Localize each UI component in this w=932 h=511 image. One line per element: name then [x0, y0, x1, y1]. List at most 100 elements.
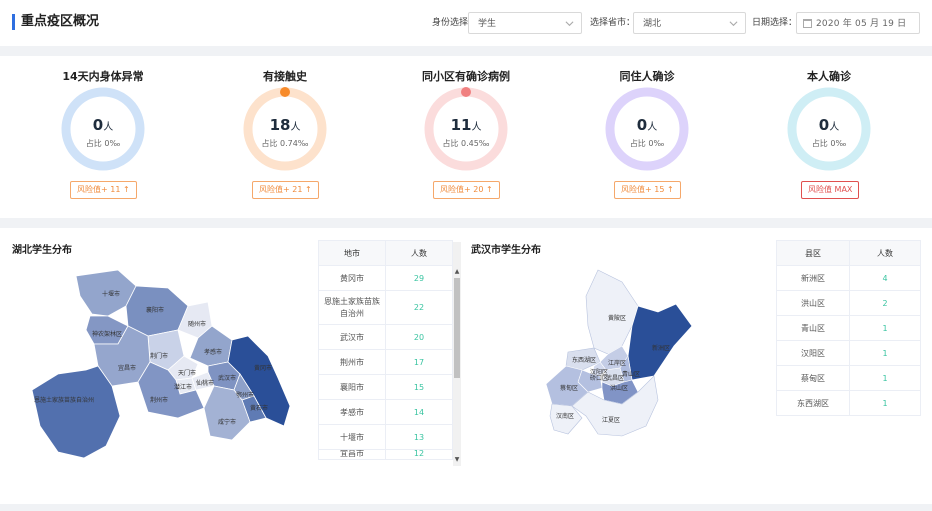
stat-card: 同小区有确诊病例 11人 占比 0.45‰ 风险值+ 20 ↑ [386, 66, 546, 211]
row-name: 襄阳市 [318, 374, 386, 400]
hubei-title: 湖北学生分布 [12, 245, 72, 256]
title-accent-bar [12, 14, 15, 30]
table-row[interactable]: 襄阳市 15 [318, 374, 453, 400]
scrollbar-thumb[interactable] [454, 278, 460, 378]
province-select[interactable]: 湖北 [633, 12, 746, 34]
scroll-up-icon[interactable]: ▲ [454, 268, 460, 275]
row-count: 13 [385, 424, 453, 450]
row-count: 1 [849, 340, 921, 366]
row-count: 20 [385, 324, 453, 350]
row-count: 1 [849, 365, 921, 391]
row-name: 黄冈市 [318, 265, 386, 291]
page-title: 重点疫区概况 [21, 14, 100, 29]
date-picker[interactable]: 2020 年 05 月 19 日 [796, 12, 920, 34]
table-row[interactable]: 新洲区 4 [776, 265, 921, 291]
row-name: 新洲区 [776, 265, 850, 291]
row-name: 东西湖区 [776, 390, 850, 416]
map-label: 咸宁市 [218, 418, 236, 426]
risk-badge: 风险值+ 15 ↑ [614, 181, 681, 199]
table-row[interactable]: 宜昌市 12 [318, 449, 453, 460]
row-count: 1 [849, 315, 921, 341]
table-row[interactable]: 孝感市 14 [318, 399, 453, 425]
stat-count-number: 11 [450, 116, 472, 134]
row-name: 洪山区 [776, 290, 850, 316]
table-row[interactable]: 恩施土家族苗族自治州 22 [318, 290, 453, 325]
map-label: 黄陂区 [608, 314, 626, 322]
map-label: 潜江市 [174, 383, 192, 391]
map-label: 荆州市 [150, 396, 168, 404]
table-header-row: 地市 人数 [318, 240, 453, 266]
date-label: 日期选择： [752, 18, 798, 28]
map-region-dongxihu[interactable] [565, 347, 601, 371]
map-region-qiaokou[interactable] [591, 361, 607, 377]
stat-ring [787, 87, 871, 171]
map-label: 宜昌市 [118, 364, 136, 372]
table-scrollbar[interactable]: ▲ ▼ [453, 242, 461, 466]
row-count: 29 [385, 265, 453, 291]
province-value: 湖北 [643, 19, 662, 29]
row-name: 蔡甸区 [776, 365, 850, 391]
map-region-jingzhou[interactable] [137, 361, 205, 419]
table-row[interactable]: 东西湖区 1 [776, 390, 921, 416]
map-label: 新洲区 [652, 344, 670, 352]
table-row[interactable]: 洪山区 2 [776, 290, 921, 316]
map-region-xianning[interactable] [203, 385, 251, 441]
scroll-down-icon[interactable]: ▼ [454, 456, 460, 463]
row-name: 恩施土家族苗族自治州 [318, 290, 386, 325]
map-label: 汉阳区 [590, 368, 608, 376]
table-row[interactable]: 武汉市 20 [318, 324, 453, 350]
table-row[interactable]: 汉阳区 1 [776, 340, 921, 366]
wuhan-map: 黄陂区 新洲区 东西湖区 江岸区 汉阳区 硚口区 武昌区 洪山区 蔡甸区 汉南区… [545, 269, 693, 437]
map-region-xinzhou[interactable] [627, 303, 693, 381]
table-row[interactable]: 荆州市 17 [318, 349, 453, 375]
map-label: 天门市 [178, 369, 196, 377]
risk-badge: 风险值+ 20 ↑ [433, 181, 500, 199]
map-label: 恩施土家族苗族自治州 [34, 396, 94, 404]
row-name: 青山区 [776, 315, 850, 341]
ring-progress-marker [461, 87, 471, 97]
wuhan-map-labels: 黄陂区 新洲区 东西湖区 江岸区 汉阳区 硚口区 武昌区 洪山区 蔡甸区 汉南区… [556, 314, 670, 424]
map-label: 江夏区 [602, 417, 620, 424]
chevron-down-icon [729, 21, 738, 27]
stat-ring [61, 87, 145, 171]
identity-value: 学生 [478, 19, 497, 29]
map-label: 襄阳市 [146, 306, 164, 314]
map-label: 随州市 [188, 320, 206, 328]
stat-card: 本人确诊 0人 占比 0‰ 风险值 MAX [749, 66, 909, 211]
column-header: 人数 [385, 240, 453, 266]
stat-count: 0人 [23, 116, 183, 134]
map-label: 鄂州市 [236, 391, 254, 399]
map-label: 江岸区 [608, 360, 626, 367]
risk-badge: 风险值+ 21 ↑ [252, 181, 319, 199]
distribution-panel: 湖北学生分布 十堰市 襄阳市 神农架林区 随州市 荆门市 宜昌市 孝感市 天门市… [0, 228, 932, 504]
map-region-shiyan[interactable] [75, 269, 137, 317]
map-label: 汉南区 [556, 412, 574, 420]
map-region-huanggang[interactable] [227, 335, 291, 427]
table-row[interactable]: 黄冈市 29 [318, 265, 453, 291]
table-row[interactable]: 蔡甸区 1 [776, 365, 921, 391]
stat-count-number: 0 [92, 116, 104, 134]
risk-badge-max: 风险值 MAX [801, 181, 860, 199]
map-region-enshi[interactable] [31, 365, 121, 459]
ring-progress-marker [280, 87, 290, 97]
row-name: 宜昌市 [318, 449, 386, 460]
map-label: 十堰市 [102, 290, 120, 298]
stat-card: 同住人确诊 0人 占比 0‰ 风险值+ 15 ↑ [567, 66, 727, 211]
stats-panel: 14天内身体异常 0人 占比 0‰ 风险值+ 11 ↑ 有接触史 18人 占比 … [0, 56, 932, 218]
row-count: 1 [849, 390, 921, 416]
stat-ratio: 占比 0‰ [629, 139, 665, 148]
row-count: 4 [849, 265, 921, 291]
stat-count-unit: 人 [471, 122, 482, 133]
stat-count-number: 0 [818, 116, 830, 134]
hubei-map: 十堰市 襄阳市 神农架林区 随州市 荆门市 宜昌市 孝感市 天门市 潜江市 仙桃… [31, 269, 291, 459]
table-row[interactable]: 十堰市 13 [318, 424, 453, 450]
map-label: 黄冈市 [254, 364, 272, 372]
map-region-jiangxia[interactable] [571, 375, 659, 437]
identity-select[interactable]: 学生 [468, 12, 582, 34]
map-label: 仙桃市 [196, 379, 214, 387]
stat-card: 有接触史 18人 占比 0.74‰ 风险值+ 21 ↑ [205, 66, 365, 211]
map-label: 洪山区 [610, 384, 628, 392]
stat-count-unit: 人 [829, 122, 840, 133]
table-row[interactable]: 青山区 1 [776, 315, 921, 341]
stat-count-unit: 人 [290, 122, 301, 133]
